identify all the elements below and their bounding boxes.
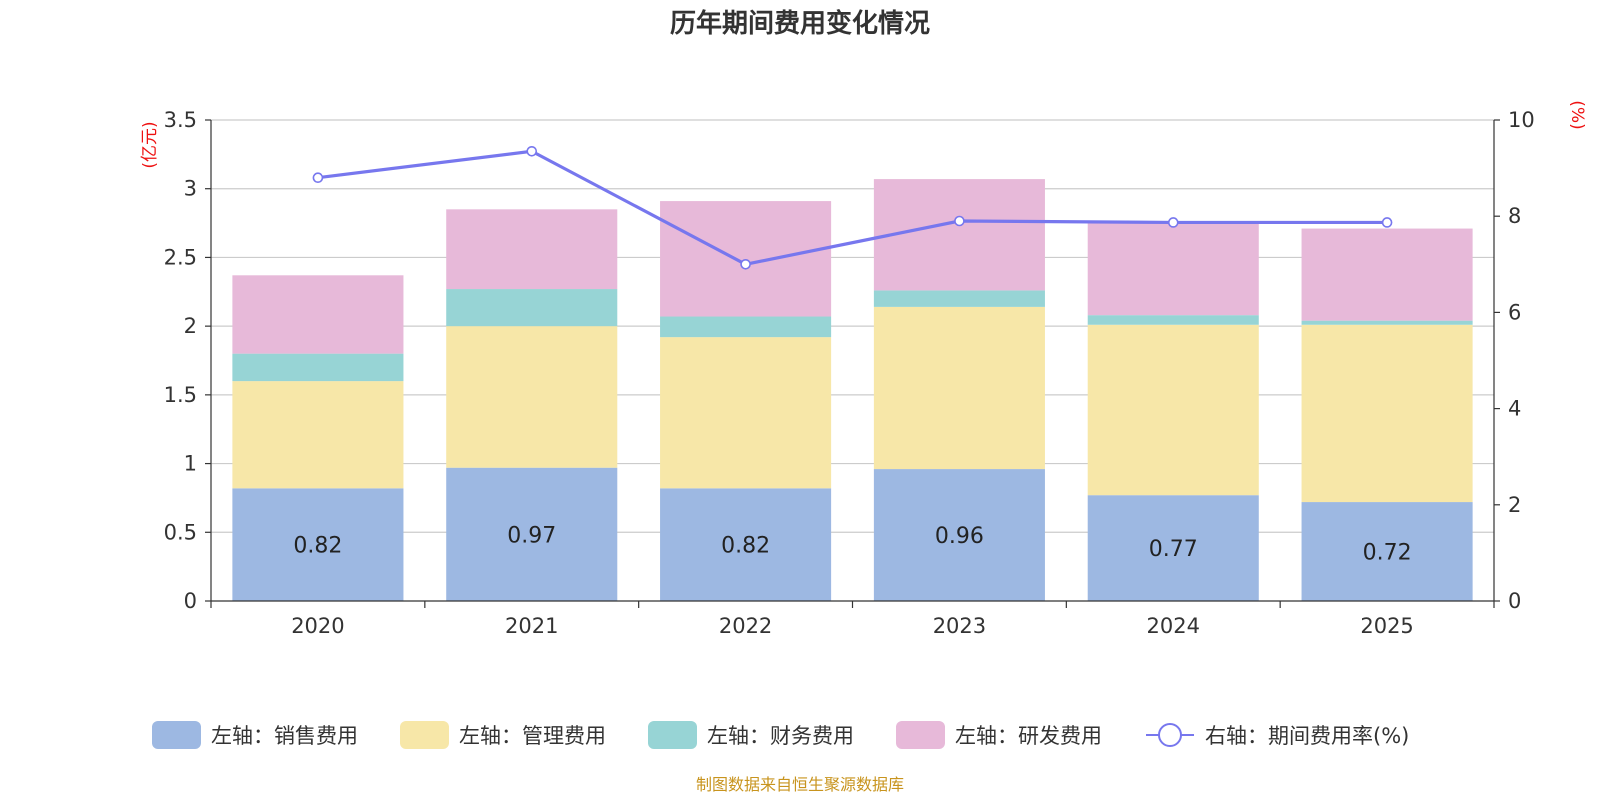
legend: 左轴：销售费用 左轴：管理费用 左轴：财务费用 左轴：研发费用 右轴：期间费用率(%)	[152, 721, 1409, 749]
x-axis-tick-label: 2024	[1147, 614, 1200, 638]
bars	[232, 179, 1473, 601]
gridlines	[211, 119, 1494, 533]
bar-value-label: 0.96	[935, 524, 984, 549]
legend-swatch-4	[896, 721, 945, 749]
bar-segment-4-2022	[660, 201, 832, 317]
bar-value-label: 0.72	[1363, 541, 1412, 566]
x-axis-tick-label: 2025	[1360, 614, 1413, 638]
bar-segment-3-2020	[232, 353, 404, 382]
expense-rate-point-2020	[312, 172, 324, 184]
legend-label-2: 左轴：管理费用	[459, 724, 606, 748]
bar-segment-3-2025	[1301, 320, 1473, 325]
bar-segment-4-2025	[1301, 228, 1473, 321]
bar-segment-3-2021	[446, 289, 618, 327]
bar-value-label: 0.82	[293, 534, 342, 559]
left-axis-tick-label: 0	[184, 589, 197, 613]
bar-segment-1-2020	[232, 488, 404, 601]
left-axis-tick-label: 3	[184, 177, 197, 201]
expense-rate-point-2025	[1381, 217, 1393, 228]
right-axis-tick-label: 6	[1508, 300, 1521, 324]
bar-segment-1-2025	[1301, 502, 1473, 601]
right-axis-tick-label: 8	[1508, 204, 1521, 228]
bar-segment-3-2024	[1087, 315, 1259, 325]
left-axis-tick-label: 0.5	[164, 520, 197, 544]
right-axis-tick-label: 0	[1508, 589, 1521, 613]
left-axis-tick-label: 3.5	[164, 108, 197, 132]
right-axis-unit: (%)	[1567, 100, 1587, 129]
x-axis-tick-label: 2021	[505, 614, 558, 638]
left-axis-unit: (亿元)	[140, 121, 160, 168]
bar-segment-2-2022	[660, 337, 832, 489]
expense-rate-polyline	[317, 149, 1388, 266]
bar-segment-4-2020	[232, 275, 404, 354]
bar-segment-2-2025	[1301, 324, 1473, 503]
expense-rate-line	[312, 145, 1393, 270]
x-axis-tick-label: 2023	[933, 614, 986, 638]
x-axis-tick-label: 2020	[291, 614, 344, 638]
bar-segment-2-2020	[232, 381, 404, 489]
legend-label-1: 左轴：销售费用	[211, 724, 358, 748]
bar-value-label: 0.82	[721, 534, 770, 559]
data-source-note: 制图数据来自恒生聚源数据库	[696, 775, 904, 794]
bar-value-label: 0.77	[1149, 537, 1198, 562]
bar-segment-1-2022	[660, 488, 832, 601]
bar-segment-2-2023	[873, 306, 1045, 470]
legend-swatch-2	[400, 721, 449, 749]
bar-segment-1-2023	[873, 469, 1045, 601]
right-axis-tick-label: 10	[1508, 108, 1535, 132]
left-axis-tick-label: 1.5	[164, 383, 197, 407]
data-labels: 0.82 0.97 0.82 0.96 0.77 0.72	[293, 523, 1411, 565]
expense-rate-point-2021	[526, 145, 538, 157]
legend-circle-marker	[1158, 723, 1182, 747]
left-axis-tick-label: 2	[184, 314, 197, 338]
bar-segment-4-2023	[873, 179, 1045, 291]
chart-title: 历年期间费用变化情况	[670, 8, 930, 39]
bar-segment-3-2022	[660, 316, 832, 338]
bar-segment-4-2024	[1087, 223, 1259, 316]
bar-segment-3-2023	[873, 290, 1045, 307]
left-axis-tick-label: 2.5	[164, 245, 197, 269]
right-axis-tick-label: 4	[1508, 397, 1521, 421]
legend-label-3: 左轴：财务费用	[707, 724, 854, 748]
expense-rate-point-2023	[954, 215, 965, 227]
bar-value-label: 0.97	[507, 523, 556, 548]
bar-segment-2-2021	[446, 326, 618, 468]
legend-swatch-1	[152, 721, 201, 749]
bar-segment-1-2021	[446, 467, 618, 601]
expense-rate-point-2024	[1167, 217, 1179, 228]
legend-swatch-3	[648, 721, 697, 749]
bar-segment-1-2024	[1087, 495, 1259, 601]
x-axis-tick-label: 2022	[719, 614, 772, 638]
legend-label-4: 左轴：研发费用	[955, 724, 1102, 748]
bar-segment-2-2024	[1087, 324, 1259, 496]
legend-label-5: 右轴：期间费用率(%)	[1205, 724, 1409, 748]
bar-segment-4-2021	[446, 209, 618, 290]
right-axis-tick-label: 2	[1508, 493, 1521, 517]
axes: 0 0.5 1 1.5 2 2.5 3 3.5 0 2 4 6 8 10 2020 2021 2022 2023 2…	[164, 108, 1535, 638]
left-axis-tick-label: 1	[184, 452, 197, 476]
expense-rate-point-2022	[740, 258, 751, 270]
